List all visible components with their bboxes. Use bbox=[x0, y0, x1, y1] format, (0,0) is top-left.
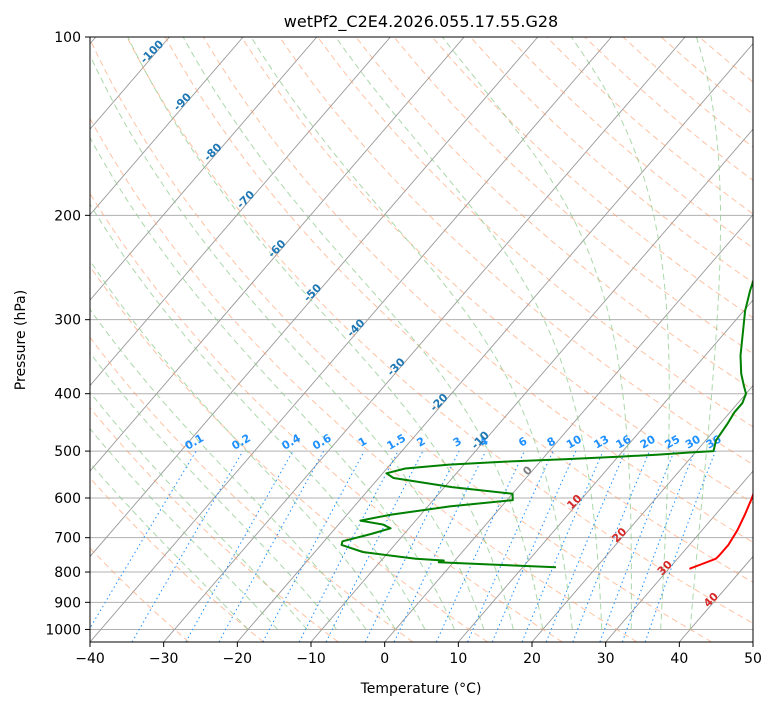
isotherm-line bbox=[90, 37, 465, 472]
x-tick-label: 10 bbox=[449, 651, 467, 667]
moist-adiabat bbox=[127, 37, 514, 630]
moist-adiabat bbox=[250, 37, 573, 630]
moist-adiabat bbox=[90, 259, 396, 630]
mixing-ratio-line bbox=[262, 450, 365, 642]
mixing-ratio-line bbox=[599, 450, 675, 642]
x-tick-label: −30 bbox=[149, 651, 179, 667]
mixing-ratio-line bbox=[364, 450, 460, 642]
moist-adiabat bbox=[689, 37, 721, 630]
y-axis: 100 200 300 400 500 600 700 800 900 1000 bbox=[45, 30, 90, 638]
y-tick-label: 200 bbox=[54, 208, 81, 224]
moist-adiabat bbox=[182, 37, 544, 630]
isotherm-line bbox=[90, 37, 244, 216]
moist-adiabat bbox=[441, 37, 632, 630]
y-tick-label: 500 bbox=[54, 444, 81, 460]
dry-adiabat bbox=[90, 117, 638, 642]
isotherm-line bbox=[457, 299, 753, 642]
moist-adiabat bbox=[335, 37, 603, 630]
isotherm-line bbox=[310, 128, 753, 642]
isotherm-line bbox=[90, 37, 318, 301]
isotherm-line bbox=[90, 37, 391, 387]
x-tick-label: 20 bbox=[523, 651, 541, 667]
moist-adiabat bbox=[90, 462, 249, 630]
y-tick-label: 600 bbox=[54, 491, 81, 507]
isotherm-line bbox=[236, 43, 753, 642]
isotherm-lines bbox=[90, 37, 753, 642]
isotherm-line bbox=[90, 37, 539, 558]
dry-adiabat bbox=[431, 37, 753, 319]
plot-background bbox=[90, 37, 753, 642]
moist-adiabat bbox=[90, 308, 367, 630]
x-tick-label: 50 bbox=[744, 651, 762, 667]
plot-frame bbox=[89, 36, 754, 643]
y-tick-label: 400 bbox=[54, 387, 81, 403]
dry-adiabat bbox=[90, 38, 712, 642]
dry-adiabat bbox=[317, 37, 753, 428]
y-tick-label: 700 bbox=[54, 531, 81, 547]
dry-adiabat bbox=[90, 547, 190, 642]
moist-adiabat bbox=[90, 351, 337, 630]
moist-adiabat bbox=[90, 391, 308, 630]
mixing-ratio-line bbox=[572, 450, 650, 642]
dry-adiabat bbox=[90, 477, 264, 642]
x-tick-label: 40 bbox=[670, 651, 688, 667]
x-tick-label: −40 bbox=[75, 651, 105, 667]
y-axis-label: Pressure (hPa) bbox=[13, 290, 29, 390]
dewpoint-profile bbox=[340, 278, 753, 569]
dry-adiabat-lines bbox=[90, 37, 753, 642]
isotherm-line bbox=[90, 37, 612, 642]
y-tick-label: 100 bbox=[54, 30, 81, 46]
temperature-profile bbox=[689, 491, 753, 570]
dry-adiabat bbox=[355, 37, 753, 391]
dry-adiabat bbox=[90, 265, 488, 642]
dry-adiabat bbox=[126, 37, 753, 624]
x-axis-label: Temperature (°C) bbox=[360, 681, 482, 697]
chart-title: wetPf2_C2E4.2026.055.17.55.G28 bbox=[284, 12, 558, 32]
mixing-ratio-line bbox=[90, 450, 197, 630]
pressure-gridlines bbox=[90, 37, 753, 630]
moist-adiabat bbox=[570, 37, 670, 630]
isotherm-line bbox=[384, 213, 753, 642]
x-axis: −40 −30 −20 −10 0 10 20 30 40 50 bbox=[75, 642, 762, 667]
y-tick-label: 300 bbox=[54, 313, 81, 329]
moist-adiabat bbox=[90, 427, 278, 630]
x-tick-label: 30 bbox=[597, 651, 615, 667]
moist-adiabat bbox=[90, 54, 485, 630]
dry-adiabat bbox=[393, 37, 753, 355]
isotherm-line bbox=[163, 37, 686, 642]
dry-adiabat bbox=[90, 192, 563, 642]
mixing-ratio-line bbox=[393, 450, 487, 642]
moist-adiabat-lines bbox=[90, 37, 721, 630]
y-tick-label: 800 bbox=[54, 565, 81, 581]
dry-adiabat bbox=[164, 37, 753, 583]
sounding-profiles bbox=[340, 278, 753, 570]
mixing-ratio-line bbox=[621, 450, 696, 642]
dry-adiabat bbox=[240, 37, 753, 504]
dry-adiabat bbox=[90, 336, 414, 642]
moist-adiabat bbox=[90, 203, 426, 630]
y-tick-label: 1000 bbox=[45, 622, 81, 638]
isotherm-line bbox=[605, 470, 753, 642]
mixing-ratio-line bbox=[131, 450, 244, 642]
dry-adiabat bbox=[90, 407, 339, 642]
x-tick-label: −20 bbox=[223, 651, 253, 667]
y-tick-label: 900 bbox=[54, 595, 81, 611]
x-tick-label: −10 bbox=[296, 651, 326, 667]
moist-adiabat bbox=[90, 136, 455, 630]
x-tick-label: 0 bbox=[380, 651, 389, 667]
isotherm-line bbox=[531, 384, 753, 642]
dry-adiabat bbox=[202, 37, 753, 543]
